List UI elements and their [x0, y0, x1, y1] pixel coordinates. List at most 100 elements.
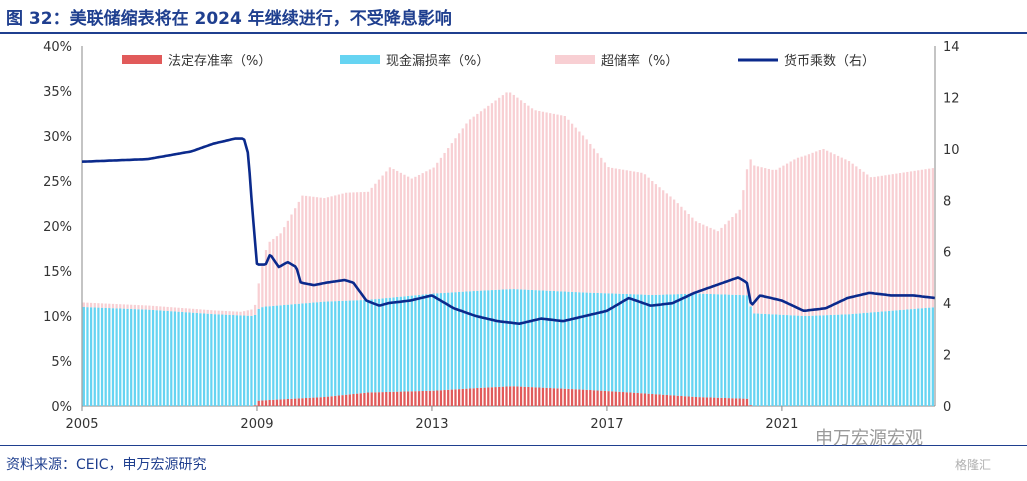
bar-excess — [724, 224, 727, 295]
bar-excess — [866, 174, 869, 313]
bar-excess — [144, 305, 147, 310]
bar-reserve — [421, 391, 424, 406]
bar-leakage — [833, 314, 836, 406]
bar-excess — [578, 131, 581, 293]
bar-reserve — [621, 392, 625, 406]
bar-leakage — [330, 301, 333, 397]
bar-excess — [931, 168, 934, 308]
bar-reserve — [545, 387, 548, 406]
bar-leakage — [432, 293, 435, 391]
bar-excess — [359, 192, 362, 301]
bar-leakage — [352, 300, 355, 395]
bar-leakage — [822, 315, 825, 406]
bar-leakage — [680, 294, 683, 396]
bar-excess — [505, 92, 508, 290]
bar-reserve — [640, 393, 643, 406]
bar-reserve — [578, 389, 581, 406]
bar-leakage — [840, 314, 843, 406]
bar-excess — [283, 227, 286, 305]
bar-excess — [840, 157, 843, 315]
bar-excess — [877, 176, 880, 312]
multiplier-line-path — [81, 137, 935, 325]
bar-excess — [775, 169, 778, 315]
bar-reserve — [334, 395, 337, 406]
bar-excess — [308, 196, 311, 303]
watermark: 申万宏源宏观 — [815, 428, 923, 449]
bar-excess — [745, 169, 749, 296]
bar-excess — [516, 97, 519, 290]
bar-leakage — [476, 290, 479, 389]
bar-excess — [192, 308, 195, 313]
bar-leakage — [184, 312, 187, 406]
bar-excess — [906, 171, 909, 310]
legend-swatch — [555, 55, 595, 64]
bar-excess — [490, 103, 494, 291]
bar-leakage — [647, 294, 650, 394]
bar-excess — [108, 303, 111, 309]
bar-reserve — [490, 387, 494, 406]
bar-reserve — [494, 387, 497, 406]
x-tick-label: 2017 — [590, 417, 623, 432]
bar-leakage — [632, 294, 636, 393]
bar-leakage — [447, 292, 450, 390]
bar-leakage — [844, 314, 847, 406]
bar-leakage — [665, 294, 668, 395]
bar-leakage — [709, 293, 712, 398]
bar-excess — [239, 311, 242, 316]
bar-excess — [632, 171, 636, 295]
bar-reserve — [549, 388, 552, 406]
bar-reserve — [425, 390, 428, 406]
bar-leakage — [392, 297, 395, 392]
bar-leakage — [97, 307, 100, 406]
bar-leakage — [756, 313, 760, 406]
bar-excess — [629, 170, 632, 295]
bar-excess — [869, 177, 873, 313]
bar-leakage — [122, 308, 126, 406]
bar-excess — [676, 203, 679, 295]
bar-leakage — [509, 289, 512, 387]
bar-leakage — [377, 298, 381, 393]
bar-excess — [119, 304, 122, 309]
bar-leakage — [720, 294, 723, 398]
bar-leakage — [494, 289, 497, 388]
bar-leakage — [552, 291, 556, 389]
bar-excess — [425, 171, 428, 295]
bar-leakage — [603, 293, 607, 391]
bar-leakage — [490, 290, 494, 388]
bar-excess — [523, 102, 526, 290]
bar-excess — [417, 174, 421, 295]
bar-leakage — [210, 313, 213, 406]
bar-reserve — [534, 387, 537, 406]
bar-excess — [232, 311, 235, 316]
bar-excess — [698, 223, 701, 294]
bar-reserve — [552, 388, 556, 406]
bar-reserve — [523, 386, 526, 406]
bar-leakage — [836, 314, 840, 406]
bar-leakage — [869, 312, 873, 406]
bar-leakage — [917, 308, 920, 406]
bar-reserve — [607, 391, 610, 406]
legend-label: 货币乘数（右） — [784, 53, 875, 69]
bar-reserve — [600, 390, 603, 406]
bar-leakage — [363, 299, 366, 393]
bar-leakage — [217, 314, 220, 406]
bar-leakage — [796, 315, 800, 406]
bar-excess — [760, 167, 763, 314]
bar-excess — [855, 166, 858, 314]
bar-reserve — [512, 386, 515, 406]
bar-reserve — [297, 398, 300, 406]
bar-excess — [844, 159, 847, 315]
bar-excess — [450, 143, 453, 293]
legend-swatch — [340, 55, 380, 64]
bar-leakage — [727, 294, 730, 399]
bar-leakage — [534, 290, 537, 388]
bar-reserve — [567, 388, 570, 406]
bar-excess — [731, 217, 734, 295]
bar-excess — [221, 310, 224, 315]
bar-excess — [647, 177, 650, 295]
bar-excess — [738, 209, 741, 295]
bar-excess — [683, 210, 687, 294]
bar-excess — [538, 111, 541, 291]
bar-leakage — [137, 309, 140, 406]
bar-leakage — [246, 315, 249, 406]
